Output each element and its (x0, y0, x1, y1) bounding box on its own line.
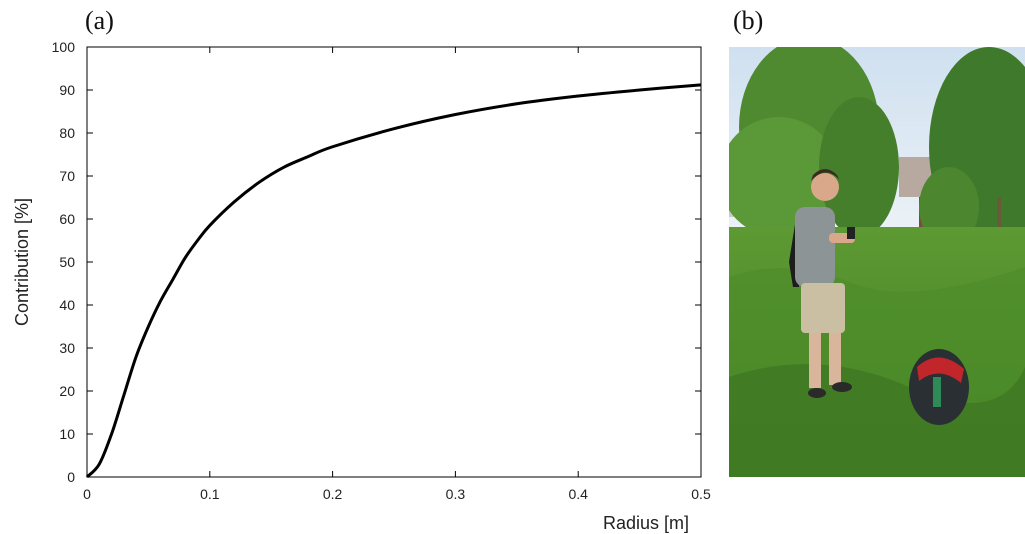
panel-label-a: (a) (85, 6, 114, 35)
x-tick-label: 0.4 (568, 486, 588, 502)
y-tick-label: 90 (59, 82, 75, 98)
y-tick-label: 0 (67, 469, 75, 485)
contribution-series-line (85, 83, 702, 479)
y-tick-label: 50 (59, 254, 75, 270)
y-axis-title: Contribution [%] (12, 198, 32, 326)
contribution-chart: 0 0.1 0.2 0.3 0.4 0.5 0 10 20 30 40 50 60 70 80 90 100 R… (12, 39, 711, 533)
x-tick-label: 0 (83, 486, 91, 502)
tick-labels: 0 0.1 0.2 0.3 0.4 0.5 0 10 20 30 40 50 60 70 80 90 100 (52, 39, 711, 502)
y-tick-label: 20 (59, 383, 75, 399)
panel-label-b: (b) (733, 6, 764, 35)
field-photo (729, 47, 1025, 477)
y-tick-label: 100 (52, 39, 76, 55)
x-axis-title: Radius [m] (603, 513, 689, 533)
x-tick-label: 0.3 (446, 486, 466, 502)
y-tick-label: 70 (59, 168, 75, 184)
y-tick-label: 80 (59, 125, 75, 141)
backpack-on-ground (909, 349, 969, 425)
x-tick-label: 0.5 (691, 486, 711, 502)
y-tick-label: 40 (59, 297, 75, 313)
x-tick-label: 0.1 (200, 486, 220, 502)
y-tick-label: 60 (59, 211, 75, 227)
plot-frame (86, 46, 702, 478)
x-tick-label: 0.2 (323, 486, 343, 502)
axis-ticks (86, 46, 702, 478)
person-figure (789, 169, 855, 398)
y-tick-label: 30 (59, 340, 75, 356)
y-tick-label: 10 (59, 426, 75, 442)
